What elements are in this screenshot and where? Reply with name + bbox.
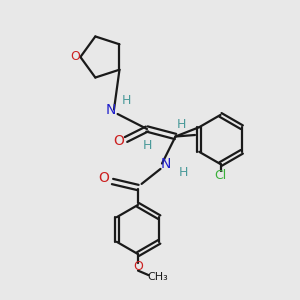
Text: N: N [160, 157, 171, 170]
Text: CH₃: CH₃ [147, 272, 168, 283]
Text: O: O [70, 50, 80, 64]
Text: O: O [99, 172, 110, 185]
Text: N: N [105, 103, 116, 116]
Text: H: H [179, 166, 188, 179]
Text: H: H [142, 139, 152, 152]
Text: O: O [113, 134, 124, 148]
Text: O: O [133, 260, 143, 273]
Text: H: H [177, 118, 186, 131]
Text: H: H [122, 94, 131, 107]
Text: Cl: Cl [214, 169, 226, 182]
